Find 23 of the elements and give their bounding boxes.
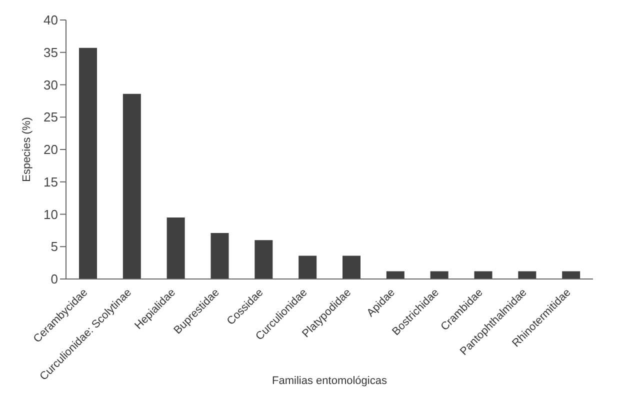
bar xyxy=(342,256,360,279)
y-tick-label: 5 xyxy=(50,239,58,254)
bar xyxy=(562,271,580,279)
y-tick-label: 40 xyxy=(44,12,58,28)
y-tick-label: 25 xyxy=(44,110,58,125)
bar xyxy=(210,233,229,279)
bar xyxy=(122,94,141,279)
bar xyxy=(254,240,273,279)
bar xyxy=(430,271,448,279)
y-tick-label: 35 xyxy=(44,44,58,60)
bar xyxy=(79,48,97,279)
bar xyxy=(518,271,536,279)
bar xyxy=(474,271,492,279)
y-tick-label: 10 xyxy=(44,206,58,222)
bar xyxy=(386,271,404,279)
bar xyxy=(166,217,185,279)
x-axis-title: Familias entomológicas xyxy=(272,375,388,387)
y-tick-label: 15 xyxy=(44,174,58,190)
y-tick-label: 20 xyxy=(44,142,58,158)
bar xyxy=(298,256,317,279)
y-axis-title: Especies (%) xyxy=(20,117,33,182)
y-tick-label: 0 xyxy=(50,272,58,287)
y-tick-label: 30 xyxy=(44,77,58,92)
